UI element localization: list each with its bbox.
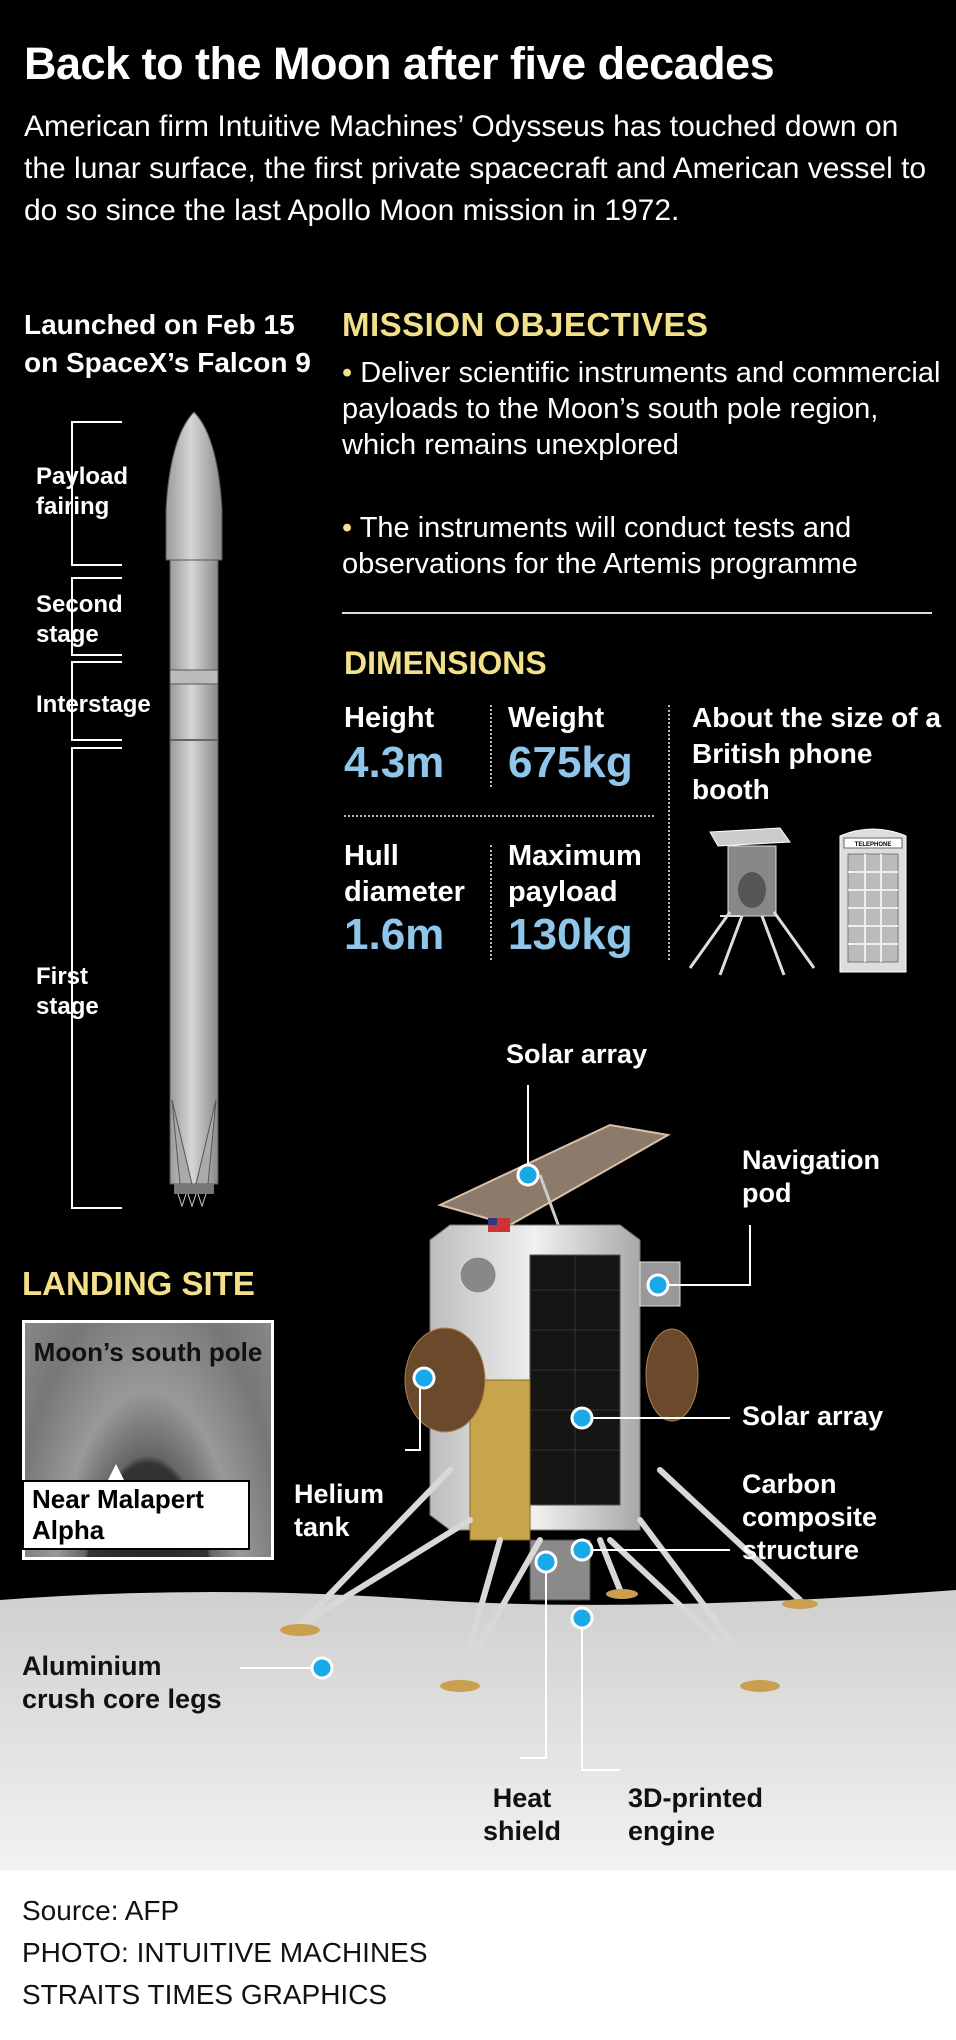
label-second-stage: Second stage (36, 591, 123, 648)
falcon9-rocket-diagram (71, 411, 223, 1209)
mission-objectives-title: MISSION OBJECTIVES (342, 306, 709, 343)
height-value: 4.3m (344, 738, 445, 787)
hull-diameter-value: 1.6m (344, 910, 445, 959)
label-payload-fairing: Payload fairing (36, 463, 129, 520)
landing-site-title: LANDING SITE (22, 1265, 255, 1302)
divider (668, 705, 670, 960)
phone-booth-icon: TELEPHONE (839, 828, 907, 973)
pointer-icon (106, 1464, 126, 1484)
label-interstage: Interstage (36, 691, 151, 718)
divider (490, 705, 492, 787)
size-comparison-text: About the size of a British phone booth (692, 702, 941, 805)
weight-label: Weight (508, 702, 605, 734)
intro-text: American firm Intuitive Machines’ Odysse… (24, 110, 927, 227)
bullet-icon: • (342, 512, 360, 544)
graphics-credit: STRAITS TIMES GRAPHICS (22, 1979, 388, 2010)
booth-sign-text: TELEPHONE (855, 842, 892, 848)
divider (342, 612, 932, 614)
max-payload-label: Maximum payload (508, 840, 642, 908)
divider (490, 845, 492, 960)
callout-crush-core-legs: Aluminium crush core legs (22, 1651, 222, 1714)
objective-text: The instruments will conduct tests and o… (342, 512, 858, 580)
callout-solar-array-top: Solar array (506, 1039, 648, 1069)
max-payload-value: 130kg (508, 910, 633, 959)
dimensions-title: DIMENSIONS (344, 645, 547, 681)
callout-helium-tank: Helium tank (294, 1479, 385, 1542)
objective-item: • Deliver scientific instruments and com… (342, 355, 942, 463)
footer: Source: AFP PHOTO: INTUITIVE MACHINES ST… (22, 1890, 428, 2016)
source-text: Source: AFP (22, 1895, 180, 1926)
callout-engine: 3D-printed engine (628, 1783, 763, 1846)
region-label: Moon’s south pole (33, 1337, 263, 1367)
label-first-stage: First stage (36, 963, 99, 1020)
photo-credit: PHOTO: INTUITIVE MACHINES (22, 1937, 428, 1968)
odysseus-lander-illustration (0, 1085, 956, 1870)
hull-diameter-label: Hull diameter (344, 840, 465, 908)
callout-solar-array-side: Solar array (742, 1401, 884, 1431)
callout-carbon-structure: Carbon composite structure (742, 1469, 878, 1565)
weight-value: 675kg (508, 738, 633, 787)
launch-caption: Launched on Feb 15 on SpaceX’s Falcon 9 (24, 309, 311, 378)
divider (344, 815, 654, 817)
callout-heat-shield: Heat shield (482, 1783, 562, 1846)
height-label: Height (344, 702, 435, 734)
bullet-icon: • (342, 357, 361, 389)
page-title: Back to the Moon after five decades (24, 38, 775, 89)
callout-navigation-pod: Navigation pod (742, 1145, 881, 1208)
mini-lander-icon (688, 827, 816, 976)
objective-item: • The instruments will conduct tests and… (342, 510, 942, 582)
landing-site-label: Near Malapert Alpha (22, 1480, 250, 1550)
objective-text: Deliver scientific instruments and comme… (342, 357, 941, 461)
